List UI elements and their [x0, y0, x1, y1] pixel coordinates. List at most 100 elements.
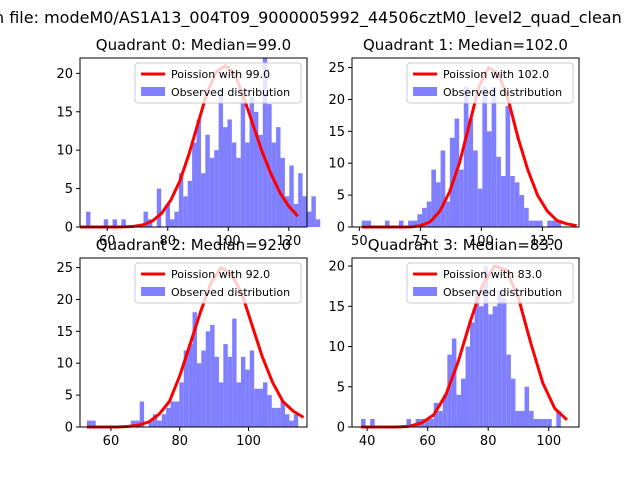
- histogram-bar: [258, 388, 263, 427]
- histogram-bar: [463, 86, 469, 227]
- histogram-bar: [276, 127, 281, 227]
- histogram-bar: [556, 220, 562, 227]
- histogram-bar: [477, 188, 483, 227]
- histogram-bar: [505, 105, 511, 227]
- histogram-bar: [451, 338, 457, 427]
- histogram-bar: [289, 420, 294, 427]
- histogram-bar: [491, 86, 497, 227]
- y-tick-label: 15: [328, 125, 345, 140]
- histogram-bar: [524, 207, 529, 227]
- histogram-bar: [482, 86, 487, 227]
- histogram-bar: [174, 211, 179, 227]
- histogram-bar: [284, 414, 290, 427]
- subplot-1: 50 75 100 125 0 5 10 15 20 25 Quadrant 1: Median=1…: [328, 36, 580, 249]
- histogram-bar: [192, 312, 197, 427]
- histogram-bar: [473, 150, 478, 227]
- x-tick-label: 80: [159, 234, 176, 249]
- legend-label-observed: Observed distribution: [171, 86, 290, 99]
- subplot-title: Quadrant 1: Median=102.0: [363, 36, 568, 54]
- histogram-bar: [218, 382, 224, 427]
- histogram-bar: [408, 220, 413, 227]
- histogram-bar: [433, 402, 439, 427]
- histogram-bar: [276, 407, 281, 427]
- y-tick-label: 0: [65, 421, 73, 436]
- histogram-bar: [500, 175, 506, 227]
- axes-frame: [351, 57, 580, 228]
- histogram-bar: [183, 196, 188, 227]
- histogram-bar: [488, 314, 493, 427]
- histogram-bar: [236, 157, 241, 227]
- histogram-bar: [231, 142, 237, 227]
- histogram-bar: [196, 119, 201, 227]
- x-tick-label: 100: [469, 234, 494, 249]
- histogram-bar: [187, 180, 193, 227]
- subplot-3: 40 60 80 100 0 5 10 15 20 Quadrant 3: Median=83.0…: [328, 236, 580, 449]
- y-tick-label: 15: [56, 325, 73, 340]
- histogram-bar: [218, 88, 224, 228]
- legend-label-poisson: Poission with 99.0: [171, 68, 270, 81]
- histogram-bar: [214, 150, 219, 227]
- y-tick-label: 5: [337, 189, 345, 204]
- y-tick-label: 10: [56, 144, 73, 159]
- histogram-bar: [209, 157, 215, 227]
- histogram-bar: [519, 195, 525, 227]
- subplot-title: Quadrant 3: Median=83.0: [368, 236, 563, 254]
- subplot-2: 60 80 100 0 5 10 15 20 25 Quadrant 2: Median=92.0…: [56, 236, 308, 449]
- histogram-bar: [240, 96, 246, 227]
- histogram-bar: [91, 420, 96, 427]
- histogram-bar: [223, 127, 228, 227]
- histogram-bar: [435, 182, 441, 227]
- histogram-bar: [515, 410, 520, 427]
- histogram-bar: [470, 322, 475, 427]
- histogram-bar: [431, 169, 436, 227]
- histogram-bar: [424, 418, 430, 427]
- x-tick-label: 60: [103, 434, 120, 449]
- histogram-bar: [422, 207, 427, 227]
- histogram-bar: [537, 220, 543, 227]
- histogram-bar: [440, 150, 446, 227]
- y-tick-label: 25: [328, 61, 345, 76]
- histogram-bar: [497, 290, 502, 427]
- histogram-bar: [249, 350, 255, 427]
- histogram-bar: [245, 369, 250, 427]
- histogram-bar: [232, 318, 237, 427]
- histogram-bar: [170, 219, 175, 227]
- x-tick-label: 125: [530, 234, 555, 249]
- histogram-bar: [529, 410, 534, 427]
- histogram-bar: [245, 142, 250, 227]
- histogram-bar: [483, 266, 489, 427]
- histogram-bar: [258, 134, 263, 227]
- histogram-bar: [486, 131, 492, 227]
- histogram-bar: [492, 306, 498, 427]
- x-tick-label: 100: [236, 434, 261, 449]
- histogram-bar: [524, 386, 530, 427]
- histogram-bar: [460, 378, 466, 427]
- histogram-bar: [456, 394, 461, 427]
- histogram-bar: [551, 220, 557, 227]
- histogram-bar: [148, 420, 153, 427]
- axes-frame: [79, 257, 308, 428]
- histogram-bar: [284, 196, 290, 227]
- legend-label-observed: Observed distribution: [443, 286, 562, 299]
- histogram-bar: [174, 401, 180, 427]
- y-tick-label: 20: [56, 293, 73, 308]
- histogram-bar: [166, 407, 171, 427]
- y-tick-label: 20: [56, 67, 73, 82]
- legend-label-poisson: Poission with 92.0: [171, 268, 270, 281]
- histogram-bar: [161, 414, 167, 427]
- histogram-bar: [196, 363, 202, 427]
- histogram-bar: [139, 401, 145, 427]
- axes-frame: [79, 57, 308, 228]
- histogram-bar: [170, 401, 175, 427]
- histogram-bar: [361, 418, 366, 427]
- histogram-bar: [112, 219, 117, 227]
- histogram-bar: [417, 214, 423, 227]
- histogram-bar: [519, 410, 525, 427]
- histogram-bar: [556, 410, 561, 427]
- legend-label-observed: Observed distribution: [171, 286, 290, 299]
- y-tick-label: 0: [337, 221, 345, 236]
- histogram-bar: [201, 350, 206, 427]
- y-tick-label: 10: [56, 357, 73, 372]
- x-tick-label: 100: [216, 234, 241, 249]
